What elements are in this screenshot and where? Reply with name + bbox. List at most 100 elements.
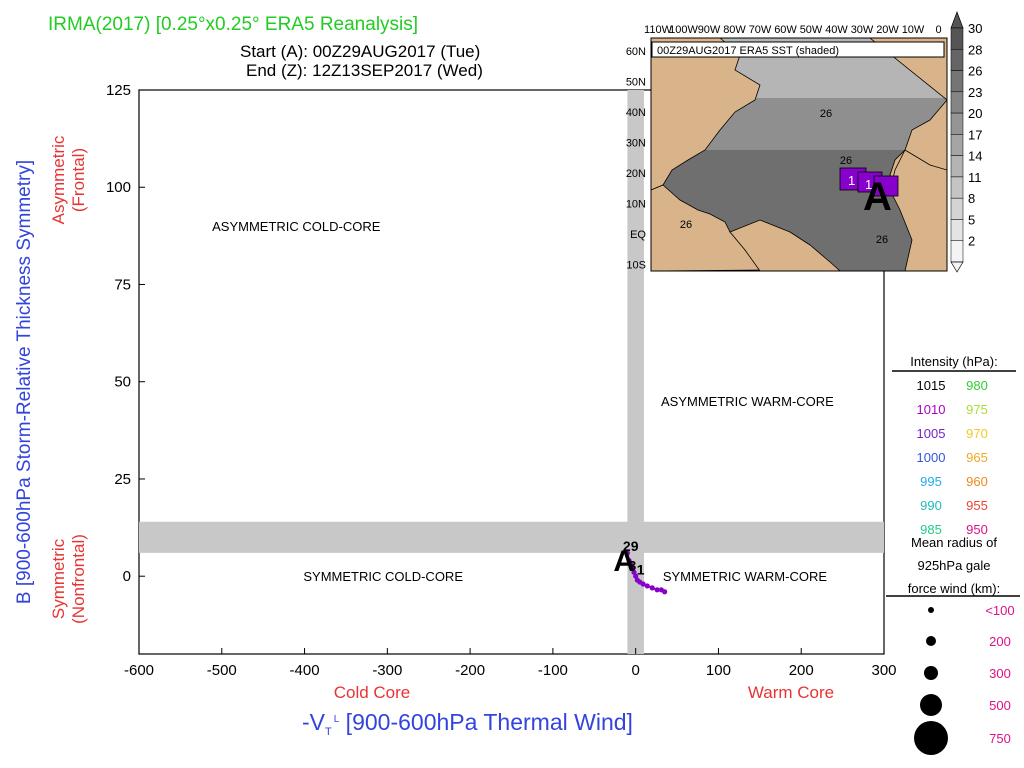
y-tick-label: 50 [114, 374, 131, 391]
track-point [662, 589, 668, 595]
radius-legend-marker [928, 607, 934, 613]
asymmetric-label: Asymmetric [49, 135, 68, 224]
x-axis-label-main: -V [302, 709, 326, 735]
radius-legend-marker [926, 636, 936, 646]
track-point [624, 550, 630, 556]
quadrant-label: ASYMMETRIC COLD-CORE [212, 219, 381, 234]
intensity-legend-entry: 985 [920, 522, 942, 537]
inset-start-label: A [863, 175, 892, 219]
cold-core-label: Cold Core [334, 683, 411, 702]
y-tick-label: 25 [114, 471, 131, 488]
inset-lon-label: 0 [935, 24, 941, 36]
x-tick-label: -200 [455, 662, 485, 679]
inset-lon-label: 70W [749, 24, 772, 36]
inset-lat-label: 50N [626, 77, 646, 89]
radius-legend-marker [924, 666, 938, 680]
y-axis-label: B [900-600hPa Storm-Relative Thickness S… [14, 160, 35, 604]
colorbar-segment [950, 240, 964, 263]
colorbar-label: 26 [968, 64, 982, 79]
start-time: Start (A): 00Z29AUG2017 (Tue) [240, 42, 480, 61]
track-day-label: 3 [628, 557, 636, 573]
inset-contour-label: 26 [876, 234, 888, 246]
colorbar-segment [950, 70, 964, 93]
track-point [654, 587, 660, 593]
inset-contour-labels: 26 26 26 26 [680, 108, 888, 246]
symmetric-label: Symmetric [49, 538, 68, 619]
x-tick-label: -300 [372, 662, 402, 679]
end-time: End (Z): 12Z13SEP2017 (Wed) [246, 61, 483, 80]
horizontal-shaded-band [139, 521, 884, 553]
colorbar-segment [950, 219, 964, 241]
colorbar-segment [950, 91, 964, 114]
inset-lat-label: 60N [626, 46, 646, 58]
colorbar-label: 28 [968, 42, 982, 57]
track-point [633, 573, 639, 579]
track-point [631, 569, 637, 575]
axis-ticks: -600 -500 -400 -300 -200 -100 0 100 200 300 0 25 50 7… [106, 82, 897, 679]
intensity-legend-entry: 960 [966, 474, 988, 489]
radius-legend-marker [920, 694, 942, 716]
inset-lon-label: 110W [644, 24, 673, 36]
colorbar-segment [950, 134, 964, 156]
track-day-label: 29 [623, 538, 639, 554]
inset-lon-label: 50W [800, 24, 823, 36]
colorbar-label: 5 [968, 212, 975, 227]
colorbar-segment [950, 197, 964, 220]
inset-track-box-3 [873, 175, 899, 197]
radius-legend-label: 200 [989, 634, 1011, 649]
quadrant-label: ASYMMETRIC WARM-CORE [661, 394, 834, 409]
x-axis-label: -VTL [900-600hPa Thermal Wind] [302, 709, 633, 738]
warm-core-label: Warm Core [748, 683, 834, 702]
intensity-legend-entry: 990 [920, 498, 942, 513]
plot-frame [138, 89, 885, 655]
y-tick-label: 75 [114, 276, 131, 293]
inset-track: 1 1 A [839, 167, 899, 219]
inset-lat-label: 40N [626, 107, 646, 119]
x-tick-label: 0 [631, 662, 639, 679]
colorbar-label: 8 [968, 191, 975, 206]
radius-legend-label: 300 [989, 666, 1011, 681]
track-point [626, 558, 632, 564]
inset-lat-label: 10S [626, 260, 646, 272]
inset-lon-label: 40W [825, 24, 848, 36]
radius-legend-marker [914, 721, 948, 755]
track-point [649, 585, 655, 591]
track-start-label: A [613, 545, 635, 578]
inset-lon-label: 90W [698, 24, 721, 36]
intensity-legend-entry: 950 [966, 522, 988, 537]
radius-legend-title: force wind (km): [908, 581, 1000, 596]
colorbar-label: 17 [968, 127, 982, 142]
inset-title-box [651, 41, 945, 58]
inset-lon-label: 20W [876, 24, 899, 36]
x-tick-label: 100 [706, 662, 731, 679]
intensity-legend-entry: 1010 [917, 402, 946, 417]
colorbar-segment [950, 112, 964, 135]
intensity-legend-entry: 1015 [917, 378, 946, 393]
track-line: A29 3 1 [613, 538, 668, 595]
x-tick-label: -600 [124, 662, 154, 679]
colorbar-segment [950, 176, 964, 199]
intensity-legend-title: Intensity (hPa): [910, 354, 997, 369]
track-point [629, 565, 635, 572]
track-point [644, 583, 650, 589]
inset-track-label-1: 1 [848, 173, 855, 188]
x-tick-label: -400 [290, 662, 320, 679]
x-axis-label-sup: L [334, 714, 340, 725]
track-day-label: 1 [637, 561, 645, 577]
inset-title: 00Z29AUG2017 ERA5 SST (shaded) [657, 45, 839, 57]
inset-land-south-america [729, 219, 842, 272]
intensity-legend-entry: 995 [920, 474, 942, 489]
colorbar-label: 2 [968, 234, 975, 249]
quadrant-label: SYMMETRIC WARM-CORE [663, 569, 828, 584]
inset-contour-label: 26 [680, 219, 692, 231]
colorbar-top-arrow [950, 11, 964, 29]
inset-track-label-2: 1 [865, 177, 872, 192]
intensity-legend-entry: 1005 [917, 426, 946, 441]
inset-contour-label: 26 [840, 155, 852, 167]
inset-contour-label: 26 [820, 108, 832, 120]
y-tick-label: 0 [123, 568, 131, 585]
